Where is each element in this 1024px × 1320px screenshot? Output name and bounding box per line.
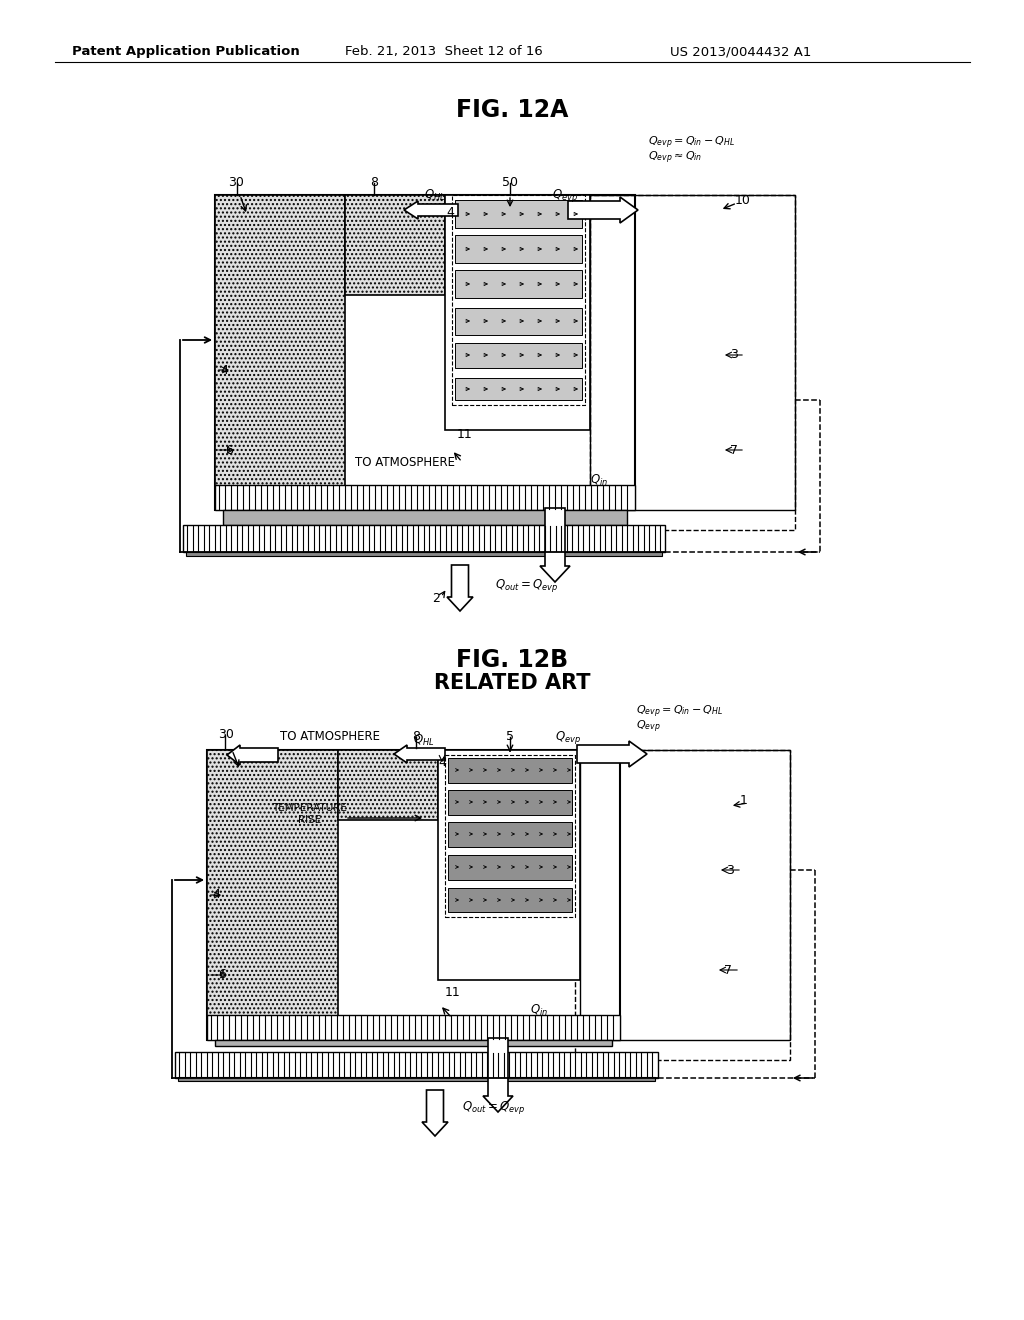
Text: 4: 4	[220, 363, 228, 376]
FancyArrow shape	[447, 565, 473, 611]
Text: $Q_{evp}=Q_{in}-Q_{HL}$: $Q_{evp}=Q_{in}-Q_{HL}$	[648, 135, 735, 152]
Text: 8: 8	[412, 730, 420, 743]
Bar	[455, 378, 582, 400]
Bar	[175, 1052, 658, 1078]
Bar	[449, 855, 572, 880]
Bar	[590, 195, 795, 510]
Text: 10: 10	[735, 194, 751, 206]
Bar	[455, 201, 582, 228]
Bar	[215, 484, 635, 510]
Text: 50: 50	[502, 177, 518, 190]
Bar	[215, 1040, 612, 1045]
Bar	[183, 525, 665, 552]
Text: 11: 11	[445, 986, 461, 998]
FancyArrow shape	[422, 1090, 449, 1137]
Text: Patent Application Publication: Patent Application Publication	[72, 45, 300, 58]
Text: 8: 8	[370, 177, 378, 190]
FancyArrow shape	[568, 197, 638, 223]
Text: $Q_{evp}$: $Q_{evp}$	[555, 729, 581, 746]
Text: 5: 5	[506, 730, 514, 743]
Text: 7: 7	[730, 444, 738, 457]
Bar	[580, 750, 790, 1040]
Bar	[590, 195, 795, 531]
Bar	[455, 235, 582, 263]
Text: FIG. 12A: FIG. 12A	[456, 98, 568, 121]
Bar	[449, 789, 572, 814]
Text: $Q_{HL}$: $Q_{HL}$	[414, 733, 435, 747]
Text: $Q_{evp}$: $Q_{evp}$	[552, 186, 578, 203]
Bar	[178, 1077, 655, 1081]
Bar	[449, 822, 572, 847]
Bar	[215, 195, 345, 510]
Text: FIG. 12B: FIG. 12B	[456, 648, 568, 672]
Text: 30: 30	[228, 177, 244, 190]
Bar	[186, 552, 662, 556]
Text: $Q_{evp}\approx Q_{in}$: $Q_{evp}\approx Q_{in}$	[648, 149, 702, 166]
Text: $Q_{evp}$: $Q_{evp}$	[636, 719, 660, 735]
Bar	[575, 750, 790, 1060]
Text: Feb. 21, 2013  Sheet 12 of 16: Feb. 21, 2013 Sheet 12 of 16	[345, 45, 543, 58]
Text: RELATED ART: RELATED ART	[434, 673, 590, 693]
Text: $Q_{in}$: $Q_{in}$	[590, 473, 608, 487]
Text: 4: 4	[438, 755, 445, 768]
FancyArrow shape	[540, 508, 570, 582]
Text: 30: 30	[218, 729, 233, 742]
Text: 6: 6	[218, 969, 226, 982]
Text: 3: 3	[730, 348, 738, 362]
Text: TEMPERATURE: TEMPERATURE	[272, 803, 347, 813]
FancyArrow shape	[483, 1038, 513, 1111]
Bar	[223, 510, 627, 525]
Bar	[445, 755, 575, 917]
Bar	[345, 195, 445, 294]
FancyArrow shape	[227, 744, 278, 766]
Bar	[207, 750, 338, 1040]
Bar	[445, 195, 590, 430]
Bar	[215, 195, 635, 510]
Text: 3: 3	[726, 863, 734, 876]
Text: TO ATMOSPHERE: TO ATMOSPHERE	[355, 455, 455, 469]
Bar	[438, 750, 580, 979]
Bar	[455, 308, 582, 335]
Text: RISE: RISE	[298, 814, 322, 825]
Text: 2: 2	[432, 591, 440, 605]
Bar	[207, 1015, 620, 1040]
Text: TO ATMOSPHERE: TO ATMOSPHERE	[280, 730, 380, 743]
Bar	[449, 888, 572, 912]
Text: $Q_{in}$: $Q_{in}$	[530, 1002, 548, 1018]
FancyArrow shape	[404, 201, 458, 219]
Text: US 2013/0044432 A1: US 2013/0044432 A1	[670, 45, 811, 58]
Text: 4: 4	[446, 206, 454, 219]
Text: 7: 7	[724, 964, 732, 977]
Text: 6: 6	[225, 444, 232, 457]
Text: 1: 1	[740, 793, 748, 807]
Bar	[455, 343, 582, 368]
Text: $Q_{out}=Q_{evp}$: $Q_{out}=Q_{evp}$	[495, 577, 558, 594]
Text: $Q_{out}=Q_{evp}$: $Q_{out}=Q_{evp}$	[462, 1100, 525, 1117]
FancyArrow shape	[394, 744, 445, 763]
Text: $Q_{HL}$: $Q_{HL}$	[424, 187, 445, 202]
Text: $Q_{evp}=Q_{in}-Q_{HL}$: $Q_{evp}=Q_{in}-Q_{HL}$	[636, 704, 723, 721]
Bar	[452, 195, 585, 405]
Bar	[207, 750, 620, 1040]
Text: 4: 4	[212, 888, 220, 902]
Bar	[455, 271, 582, 298]
Bar	[449, 758, 572, 783]
Text: 11: 11	[457, 429, 473, 441]
FancyArrow shape	[577, 741, 647, 767]
Bar	[338, 750, 438, 820]
